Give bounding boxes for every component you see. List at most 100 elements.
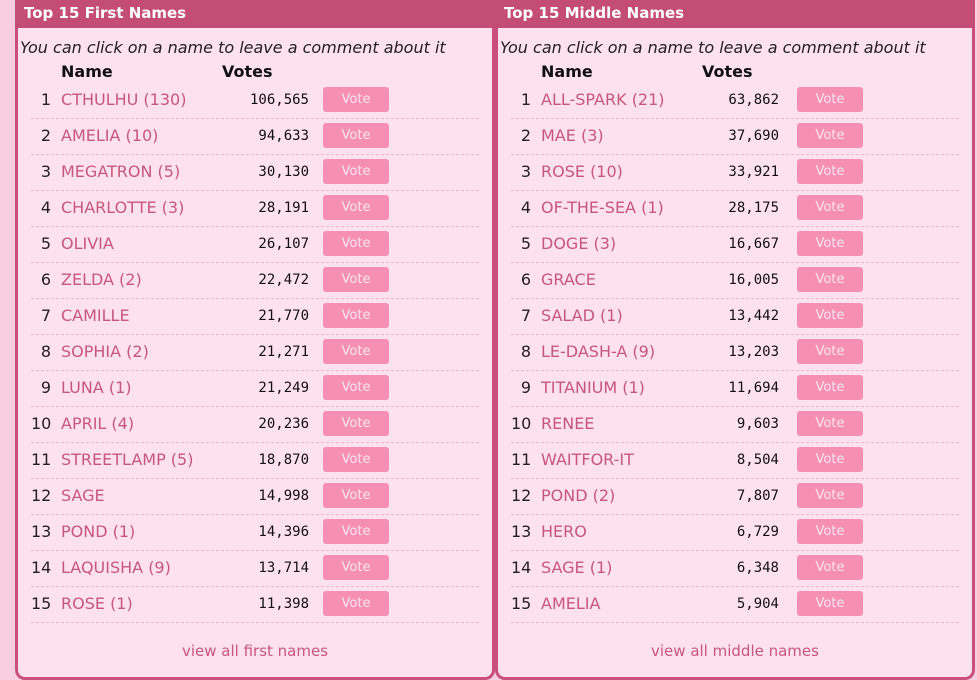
- name-link[interactable]: LAQUISHA (9): [61, 558, 171, 577]
- name-link[interactable]: AMELIA: [541, 594, 601, 613]
- rank-number: 13: [31, 522, 52, 541]
- name-link[interactable]: MEGATRON (5): [61, 162, 181, 181]
- rank-number: 11: [511, 450, 532, 469]
- vote-button[interactable]: Vote: [323, 159, 389, 184]
- name-link[interactable]: ROSE (1): [61, 594, 133, 613]
- vote-button[interactable]: Vote: [797, 195, 863, 220]
- name-link[interactable]: SALAD (1): [541, 306, 623, 325]
- vote-button[interactable]: Vote: [797, 555, 863, 580]
- name-link[interactable]: MAE (3): [541, 126, 604, 145]
- vote-button[interactable]: Vote: [797, 267, 863, 292]
- name-link[interactable]: POND (1): [61, 522, 136, 541]
- name-link[interactable]: APRIL (4): [61, 414, 135, 433]
- view-all-first-names-link[interactable]: view all first names: [181, 642, 329, 660]
- rank-number: 6: [40, 270, 51, 289]
- vote-button[interactable]: Vote: [323, 123, 389, 148]
- vote-button[interactable]: Vote: [797, 411, 863, 436]
- list-item: 9 LUNA (1) 21,249 Vote: [31, 371, 479, 407]
- name-link[interactable]: LE-DASH-A (9): [541, 342, 656, 361]
- name-link[interactable]: SOPHIA (2): [61, 342, 149, 361]
- rank-number: 9: [520, 378, 531, 397]
- vote-button[interactable]: Vote: [323, 411, 389, 436]
- vote-count: 21,271: [258, 344, 309, 360]
- list-item: 14 SAGE (1) 6,348 Vote: [511, 551, 959, 587]
- name-link[interactable]: GRACE: [541, 270, 596, 289]
- vote-count: 9,603: [736, 416, 779, 432]
- rank-number: 14: [31, 558, 52, 577]
- name-link[interactable]: TITANIUM (1): [541, 378, 645, 397]
- rank-number: 15: [511, 594, 532, 613]
- name-link[interactable]: ZELDA (2): [61, 270, 142, 289]
- vote-button[interactable]: Vote: [323, 231, 389, 256]
- column-headers: Name Votes: [18, 60, 492, 83]
- vote-button[interactable]: Vote: [797, 87, 863, 112]
- rank-number: 2: [40, 126, 51, 145]
- name-link[interactable]: SAGE: [61, 486, 105, 505]
- vote-button[interactable]: Vote: [797, 123, 863, 148]
- vote-button[interactable]: Vote: [323, 267, 389, 292]
- vote-button[interactable]: Vote: [323, 303, 389, 328]
- rank-number: 3: [520, 162, 531, 181]
- vote-count: 63,862: [728, 92, 779, 108]
- vote-count: 13,203: [728, 344, 779, 360]
- name-link[interactable]: SAGE (1): [541, 558, 613, 577]
- rank-number: 9: [40, 378, 51, 397]
- vote-count: 28,175: [728, 200, 779, 216]
- name-link[interactable]: DOGE (3): [541, 234, 617, 253]
- list-item: 12 SAGE 14,998 Vote: [31, 479, 479, 515]
- rank-number: 7: [520, 306, 531, 325]
- vote-count: 21,249: [258, 380, 309, 396]
- vote-button[interactable]: Vote: [323, 447, 389, 472]
- name-link[interactable]: WAITFOR-IT: [541, 450, 634, 469]
- list-item: 7 CAMILLE 21,770 Vote: [31, 299, 479, 335]
- vote-button[interactable]: Vote: [323, 555, 389, 580]
- name-link[interactable]: OF-THE-SEA (1): [541, 198, 664, 217]
- vote-count: 106,565: [249, 92, 309, 108]
- vote-count: 33,921: [728, 164, 779, 180]
- vote-button[interactable]: Vote: [797, 483, 863, 508]
- vote-count: 7,807: [736, 488, 779, 504]
- list-item: 15 AMELIA 5,904 Vote: [511, 587, 959, 623]
- vote-button[interactable]: Vote: [323, 591, 389, 616]
- vote-button[interactable]: Vote: [797, 519, 863, 544]
- name-link[interactable]: STREETLAMP (5): [61, 450, 194, 469]
- vote-button[interactable]: Vote: [323, 375, 389, 400]
- name-link[interactable]: CTHULHU (130): [61, 90, 187, 109]
- vote-button[interactable]: Vote: [323, 483, 389, 508]
- rank-number: 12: [31, 486, 52, 505]
- name-link[interactable]: CAMILLE: [61, 306, 130, 325]
- list-item: 2 AMELIA (10) 94,633 Vote: [31, 119, 479, 155]
- list-item: 1 ALL-SPARK (21) 63,862 Vote: [511, 83, 959, 119]
- view-all-middle-names-link[interactable]: view all middle names: [651, 642, 819, 660]
- name-link[interactable]: OLIVIA: [61, 234, 114, 253]
- name-link[interactable]: HERO: [541, 522, 587, 541]
- vote-count: 14,396: [258, 524, 309, 540]
- vote-count: 18,870: [258, 452, 309, 468]
- vote-count: 8,504: [736, 452, 779, 468]
- name-link[interactable]: ROSE (10): [541, 162, 623, 181]
- name-link[interactable]: AMELIA (10): [61, 126, 159, 145]
- list-item: 6 ZELDA (2) 22,472 Vote: [31, 263, 479, 299]
- vote-button[interactable]: Vote: [323, 519, 389, 544]
- vote-button[interactable]: Vote: [797, 231, 863, 256]
- list-item: 3 MEGATRON (5) 30,130 Vote: [31, 155, 479, 191]
- name-link[interactable]: ALL-SPARK (21): [541, 90, 665, 109]
- rank-number: 5: [520, 234, 531, 253]
- name-link[interactable]: RENEE: [541, 414, 595, 433]
- list-item: 15 ROSE (1) 11,398 Vote: [31, 587, 479, 623]
- vote-button[interactable]: Vote: [797, 159, 863, 184]
- vote-button[interactable]: Vote: [797, 339, 863, 364]
- vote-button[interactable]: Vote: [797, 303, 863, 328]
- name-link[interactable]: CHARLOTTE (3): [61, 198, 185, 217]
- vote-button[interactable]: Vote: [323, 195, 389, 220]
- vote-count: 20,236: [258, 416, 309, 432]
- vote-button[interactable]: Vote: [797, 375, 863, 400]
- name-link[interactable]: LUNA (1): [61, 378, 132, 397]
- list-item: 11 STREETLAMP (5) 18,870 Vote: [31, 443, 479, 479]
- name-link[interactable]: POND (2): [541, 486, 616, 505]
- vote-button[interactable]: Vote: [323, 87, 389, 112]
- vote-button[interactable]: Vote: [797, 591, 863, 616]
- list-item: 11 WAITFOR-IT 8,504 Vote: [511, 443, 959, 479]
- vote-button[interactable]: Vote: [323, 339, 389, 364]
- vote-button[interactable]: Vote: [797, 447, 863, 472]
